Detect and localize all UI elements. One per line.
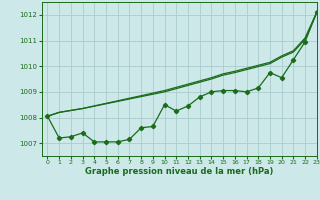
X-axis label: Graphe pression niveau de la mer (hPa): Graphe pression niveau de la mer (hPa) [85,167,273,176]
